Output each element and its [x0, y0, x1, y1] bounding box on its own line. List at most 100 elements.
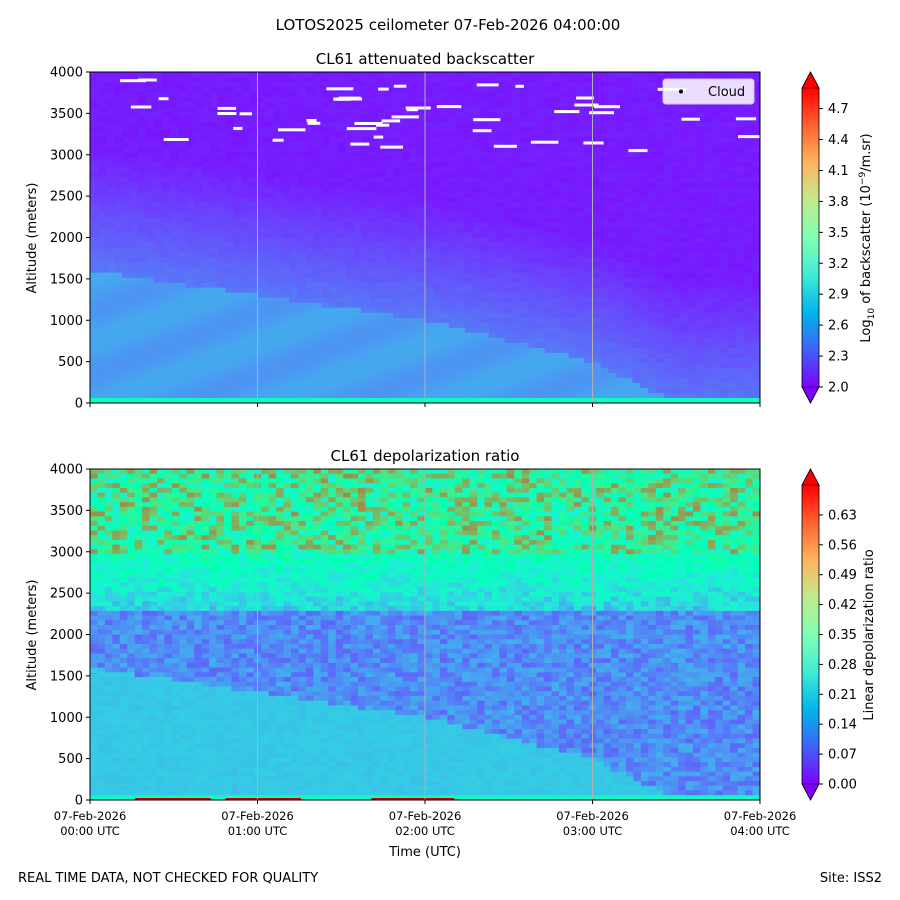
cloud-mark [393, 84, 407, 88]
cloud-mark [217, 106, 237, 110]
cloud-mark [278, 128, 306, 132]
x-tick-label-time: 01:00 UTC [228, 824, 288, 838]
colorbar-tick-label: 2.9 [828, 288, 849, 303]
colorbar-tick-label: 0.21 [828, 688, 857, 703]
backscatter-colorbar-extend-low [801, 386, 820, 404]
colorbar-tick-label: 0.63 [828, 508, 857, 523]
cloud-mark [306, 119, 317, 122]
x-tick-label-date: 07-Feb-2026 [54, 809, 127, 823]
colorbar-tick-label: 4.7 [828, 102, 849, 117]
y-tick-label: 2500 [50, 190, 83, 205]
colorbar-tick-label: 0.00 [828, 778, 857, 793]
cloud-mark [735, 117, 757, 121]
depolarization-colorbar-extend-high [801, 468, 820, 486]
cloud-mark [554, 110, 580, 114]
cloud-mark [493, 144, 517, 148]
cloud-mark [406, 108, 418, 112]
cloud-mark [354, 122, 383, 125]
cloud-mark [583, 141, 604, 145]
y-tick-label: 1500 [50, 272, 83, 287]
depolarization-title: CL61 depolarization ratio [331, 447, 520, 465]
legend-marker [679, 89, 683, 94]
x-tick-label-time: 04:00 UTC [730, 824, 790, 838]
x-axis-label: Time (UTC) [388, 845, 461, 860]
cloud-mark [589, 111, 614, 115]
cloud-mark [373, 135, 384, 139]
backscatter-colorbar-gradient [802, 88, 819, 387]
cloud-mark [472, 129, 492, 133]
depolarization-colorbar-gradient [802, 485, 819, 784]
cloud-mark [574, 103, 599, 107]
colorbar-tick-label: 4.1 [828, 164, 849, 179]
depolarization-gridlines [257, 469, 593, 800]
x-tick-label-time: 03:00 UTC [563, 824, 623, 838]
colorbar-tick-label: 4.4 [828, 133, 849, 148]
cloud-mark [120, 79, 146, 83]
legend-box [662, 78, 755, 105]
y-tick-label: 1000 [50, 711, 83, 726]
colorbar-tick-label: 3.8 [828, 195, 849, 210]
x-tick-label-date: 07-Feb-2026 [724, 809, 797, 823]
cloud-mark [378, 87, 389, 91]
cloud-mark [436, 105, 462, 109]
colorbar-tick-label: 3.5 [828, 226, 849, 241]
colorbar-tick-label: 0.07 [828, 748, 857, 763]
depolarization-panel: CL61 depolarization ratio 0 500 1000 1500 20… [25, 447, 877, 860]
cloud-mark [326, 87, 354, 91]
cloud-mark [515, 84, 524, 88]
cloud-mark [158, 97, 169, 101]
cloud-mark [163, 138, 189, 141]
cloud-mark [594, 105, 620, 109]
x-tick-label-date: 07-Feb-2026 [221, 809, 294, 823]
cloud-mark [628, 149, 648, 153]
cloud-mark [138, 78, 157, 82]
x-tick-label-date: 07-Feb-2026 [389, 809, 462, 823]
cloud-mark [530, 140, 559, 144]
backscatter-colorbar-label: Log10 of backscatter (10−9/m.sr) [858, 133, 877, 342]
y-tick-label: 1000 [50, 314, 83, 329]
colorbar-tick-label: 0.35 [828, 628, 857, 643]
cloud-mark [307, 121, 321, 125]
x-tick-label-time: 00:00 UTC [60, 824, 120, 838]
footer-quality-note: REAL TIME DATA, NOT CHECKED FOR QUALITY [18, 871, 318, 886]
cloud-mark [338, 96, 361, 100]
y-tick-label: 4000 [50, 463, 83, 478]
footer-site: Site: ISS2 [820, 871, 882, 886]
legend: Cloud [662, 78, 755, 105]
colorbar-tick-label: 0.42 [828, 598, 857, 613]
cloud-mark [473, 118, 501, 122]
y-tick-label: 3500 [50, 504, 83, 519]
y-tick-label: 3000 [50, 545, 83, 560]
y-tick-label: 2500 [50, 587, 83, 602]
colorbar-tick-label: 2.3 [828, 350, 849, 365]
depolarization-colorbar: 0.00 0.07 0.14 0.21 0.28 0.35 0.42 0.49 0.56 0.63… [801, 468, 877, 801]
depolarization-y-axis: 0 500 1000 1500 2000 2500 3000 3500 4000 [50, 463, 90, 809]
legend-entry-cloud: Cloud [708, 85, 745, 100]
colorbar-tick-label: 0.49 [828, 568, 857, 583]
y-tick-label: 3500 [50, 107, 83, 122]
y-tick-label: 4000 [50, 66, 83, 81]
cloud-mark [681, 117, 700, 121]
y-tick-label: 0 [75, 794, 83, 809]
cloud-mark [217, 112, 237, 115]
x-tick-label-time: 02:00 UTC [395, 824, 455, 838]
cloud-mark [130, 105, 152, 109]
depolarization-colorbar-label: Linear depolarization ratio [862, 549, 877, 720]
colorbar-tick-label: 0.28 [828, 658, 857, 673]
cloud-mark [476, 83, 499, 87]
depolarization-heatmap [90, 469, 760, 800]
colorbar-tick-label: 0.14 [828, 718, 857, 733]
depolarization-y-axis-label: Altitude (meters) [25, 580, 40, 691]
cloud-mark [376, 123, 390, 127]
colorbar-tick-label: 2.6 [828, 319, 849, 334]
colorbar-tick-label: 2.0 [828, 381, 849, 396]
backscatter-gridlines [257, 72, 593, 403]
cloud-mark [738, 135, 760, 139]
backscatter-heatmap [90, 72, 760, 403]
cloud-mark [272, 138, 284, 142]
figure-title: LOTOS2025 ceilometer 07-Feb-2026 04:00:0… [276, 16, 621, 34]
y-tick-label: 1500 [50, 669, 83, 684]
backscatter-panel: CL61 attenuated backscatter 0 500 1000 1500… [25, 50, 877, 412]
